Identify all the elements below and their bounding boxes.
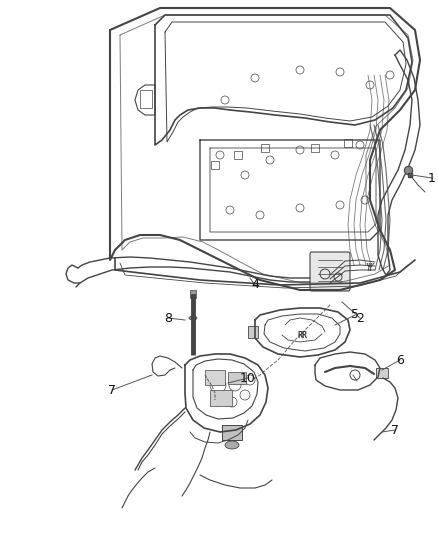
Text: 10: 10: [240, 372, 256, 384]
Text: RR: RR: [297, 330, 307, 340]
Bar: [376, 368, 388, 378]
Ellipse shape: [225, 441, 239, 449]
Text: Y: Y: [365, 263, 371, 273]
Ellipse shape: [189, 316, 197, 320]
Text: 4: 4: [251, 279, 259, 292]
FancyBboxPatch shape: [310, 252, 350, 291]
Bar: [190, 290, 196, 298]
Bar: [140, 90, 152, 108]
Text: 2: 2: [356, 311, 364, 325]
Bar: [234, 151, 242, 159]
Text: 5: 5: [351, 309, 359, 321]
Bar: [344, 139, 352, 147]
Bar: [222, 425, 242, 440]
Text: 7: 7: [391, 424, 399, 437]
Text: 8: 8: [164, 311, 172, 325]
Bar: [311, 144, 319, 152]
Text: 6: 6: [396, 353, 404, 367]
Bar: [248, 326, 258, 338]
Text: 7: 7: [108, 384, 116, 397]
Bar: [205, 370, 225, 385]
Bar: [261, 144, 269, 152]
Bar: [211, 161, 219, 169]
Bar: [228, 372, 246, 384]
Bar: [210, 390, 232, 406]
Text: Y: Y: [367, 263, 373, 273]
Text: 1: 1: [428, 172, 436, 184]
